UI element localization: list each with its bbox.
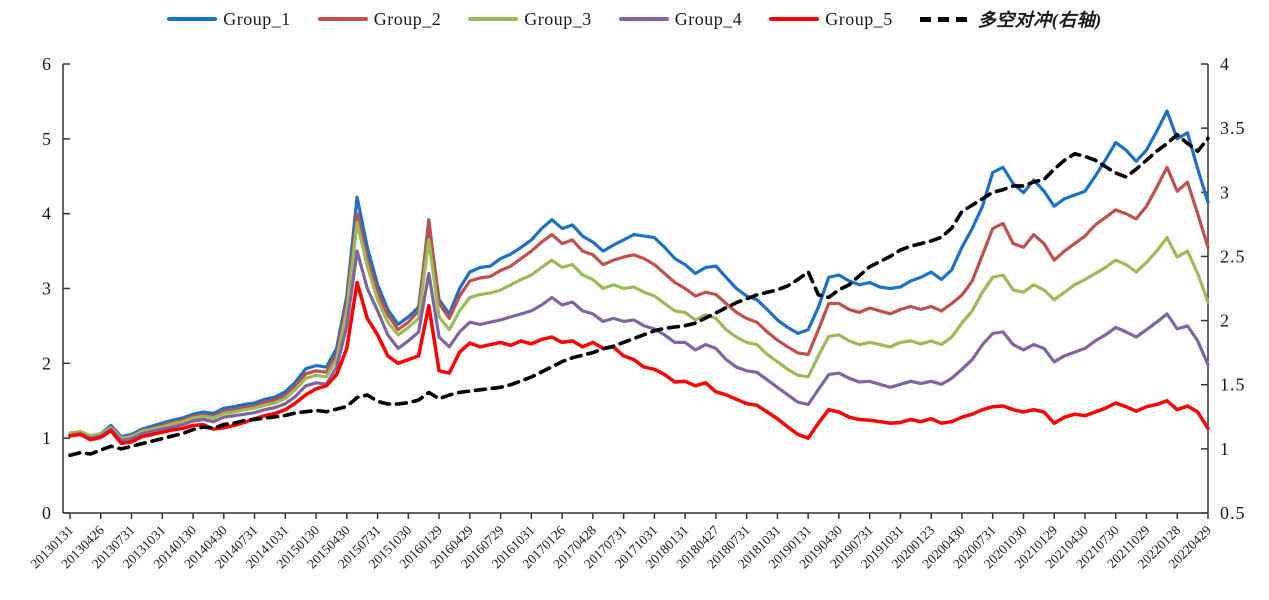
- right-axis-tick-label: 3.5: [1220, 118, 1246, 138]
- legend-line-swatch-group-2: [317, 17, 368, 21]
- left-axis-tick-label: 1: [42, 428, 51, 448]
- series-line-6: [68, 132, 1210, 458]
- legend-item-hedge-right-axis: 多空对冲(右轴): [919, 6, 1102, 32]
- left-axis-tick-label: 2: [42, 353, 51, 373]
- legend-label: 多空对冲(右轴): [977, 10, 1102, 30]
- legend-item-group-2: Group_2: [317, 8, 442, 30]
- left-axis-tick-label: 4: [42, 204, 51, 224]
- series-line-3: [68, 221, 1210, 440]
- legend-label: Group_5: [825, 8, 893, 29]
- series-line-4: [68, 249, 1210, 442]
- series-line-2: [68, 165, 1210, 440]
- right-axis-tick-label: 4: [1220, 54, 1230, 74]
- right-axis-tick-label: 1.5: [1220, 375, 1246, 395]
- legend-item-group-3: Group_3: [468, 9, 592, 30]
- legend-item-group-5: Group_5: [769, 9, 893, 30]
- series-line-1: [68, 109, 1210, 439]
- left-axis-tick-label: 6: [42, 54, 51, 74]
- legend-label: Group_4: [674, 8, 743, 29]
- right-axis-tick-label: 3: [1220, 182, 1230, 202]
- legend-item-group-1: Group_1: [167, 9, 291, 30]
- chart-legend: Group_1 Group_2 Group_3 Group_4 Group_5 …: [0, 6, 1269, 32]
- legend-item-group-4: Group_4: [618, 8, 743, 30]
- right-axis-tick-label: 2: [1220, 311, 1230, 331]
- legend-line-swatch-group-3: [468, 17, 519, 21]
- left-axis-tick-label: 0: [42, 503, 51, 523]
- legend-dashed-line-swatch-hedge: [919, 16, 972, 22]
- legend-line-swatch-group-4: [618, 17, 669, 21]
- legend-label: Group_2: [373, 8, 442, 29]
- right-axis-tick-label: 2.5: [1220, 246, 1246, 266]
- legend-label: Group_1: [223, 8, 291, 29]
- left-axis-tick-label: 5: [42, 129, 51, 149]
- legend-line-swatch-group-5: [769, 17, 820, 21]
- right-axis-tick-label: 0.5: [1220, 503, 1246, 523]
- legend-line-swatch-group-1: [167, 17, 218, 21]
- legend-label: Group_3: [524, 8, 592, 29]
- left-axis-tick-label: 3: [42, 279, 51, 299]
- series-line-5: [68, 280, 1210, 446]
- right-axis-tick-label: 1: [1220, 439, 1230, 459]
